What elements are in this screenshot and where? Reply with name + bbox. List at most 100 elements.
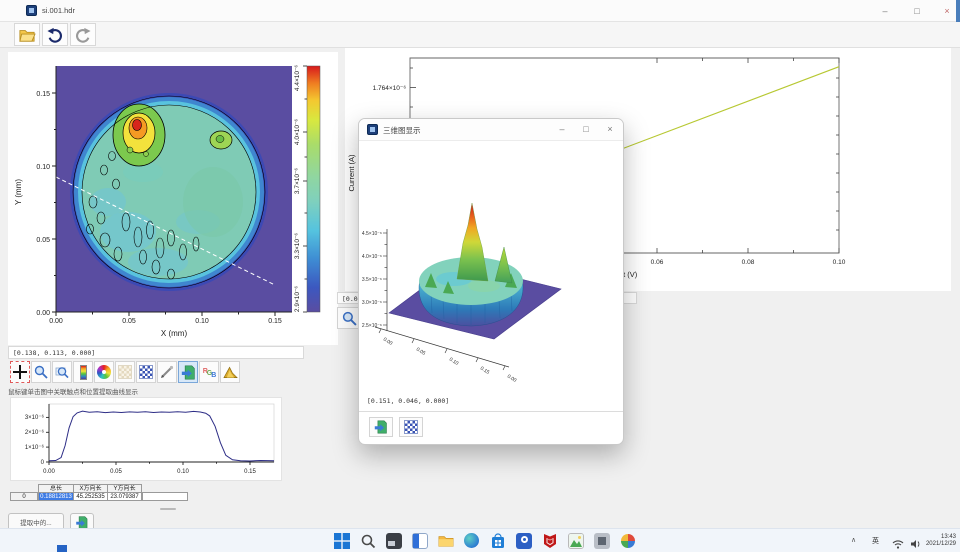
profile-plot-panel[interactable]: 0 1×10⁻⁶ 2×10⁻⁶ 3×10⁻⁶ 0.00 0.05 0.10 0.… [10,397,282,481]
maximize-button[interactable]: □ [906,3,928,19]
y-tick: 0.05 [36,237,50,244]
open-file-button[interactable] [14,23,40,46]
crosshair-tool-button[interactable] [10,361,30,383]
contour-tool-row: RGB [0,360,340,386]
colorbar-tick: 4.0×10⁻⁶ [294,119,301,145]
profile-y-tick: 0 [41,460,45,466]
iv-x-tick: 0.10 [833,259,846,266]
pen-icon [160,365,174,379]
taskbar-app-image-button[interactable] [568,533,584,549]
edge-browser-icon [464,533,479,548]
tray-wifi-button[interactable] [892,536,904,552]
contour-status-bar: [0.138, 0.113, 0.000] [8,346,304,359]
surface-z-tick: 4.0×10⁻⁶ [362,254,382,260]
app-icon [26,5,37,16]
taskbar-corner-accent [57,545,67,552]
table-cell[interactable]: 23.079387 [107,492,142,501]
taskbar-mcafee-button[interactable] [542,533,558,549]
colorbar-icon [80,365,87,380]
wafer-contour-plot[interactable]: 0.00 0.05 0.10 0.15 0.00 0.05 0.10 0.15 … [8,52,338,344]
window-title: si.001.hdr [42,6,75,15]
surface3d-tool-button[interactable] [220,361,240,383]
magnifier-region-icon [55,365,69,379]
speaker-icon [910,539,922,549]
profile-line [49,411,274,461]
y-tick: 0.10 [36,164,50,171]
x-tick: 0.10 [195,318,209,325]
rgb-tool-button[interactable]: RGB [199,361,219,383]
dialog-close-button[interactable]: × [599,121,621,137]
tray-chevron-up[interactable]: ∧ [851,536,856,544]
color-wheel-icon [97,365,111,379]
colorbar-tool-button[interactable] [73,361,93,383]
redo-icon [74,27,92,43]
x-tick: 0.05 [122,318,136,325]
taskbar-widgets-dark-button[interactable] [386,533,402,549]
iv-y-tick: 1.764×10⁻⁶ [373,85,407,92]
y-tick: 0.00 [36,310,50,317]
tray-volume-button[interactable] [910,536,922,552]
taskbar-search-button[interactable] [360,533,376,549]
iv-x-tick: 0.06 [651,259,664,266]
app-toolbar [0,22,960,48]
export-tool-button[interactable] [178,361,198,383]
redo-button[interactable] [70,23,96,46]
widgets-dark-icon [388,541,395,546]
close-button[interactable]: × [936,3,958,19]
splitter-handle[interactable] [160,508,176,510]
contour-map-panel[interactable]: 0.00 0.05 0.10 0.15 0.00 0.05 0.10 0.15 … [8,52,338,345]
surface-3d-plot[interactable]: 4.5×10⁻⁶ 4.0×10⁻⁶ 3.5×10⁻⁶ 3.0×10⁻⁶ 2.5×… [359,141,624,393]
minimize-button[interactable]: – [874,3,896,19]
dialog-matrix-button[interactable] [399,417,423,437]
pattern-tool-button[interactable] [115,361,135,383]
tray-ime-indicator[interactable]: 英 [872,536,879,546]
colorwheel-tool-button[interactable] [94,361,114,383]
tray-clock[interactable]: 13:43 2021/12/29 [922,534,956,548]
taskbar-app-gray-button[interactable] [594,533,610,549]
taskbar-app-colorful-button[interactable] [620,533,636,549]
zoom-region-tool-button[interactable] [52,361,72,383]
magnifier-icon [342,311,357,326]
table-cell-empty[interactable] [142,492,188,501]
profile-y-tick: 2×10⁻⁶ [25,429,45,436]
taskbar-edge-button[interactable] [464,533,480,549]
dialog-titlebar[interactable]: 三维图显示 – □ × [359,119,623,141]
table-row-index[interactable]: 0 [10,492,38,501]
image-export-icon [75,516,89,529]
taskbar-task-view-button[interactable] [412,533,428,549]
microsoft-store-icon [490,533,506,549]
y-axis-label: Y (mm) [14,179,23,205]
zoom-tool-button[interactable] [31,361,51,383]
pattern-faded-icon [118,365,132,379]
surface-x-tick: 0.05 [415,347,427,357]
tool-hint-text: 鼠标键单击图中关联触点和位置提取曲线显示 [8,386,138,396]
profile-x-tick: 0.15 [244,469,256,475]
matrix-pattern-icon [139,365,153,379]
taskbar-start-button[interactable] [334,533,350,549]
pen-tool-button[interactable] [157,361,177,383]
undo-button[interactable] [42,23,68,46]
dialog-export-button[interactable] [369,417,393,437]
taskbar-store-button[interactable] [490,533,506,549]
table-cell[interactable]: 45.252535 [73,492,108,501]
dialog-title: 三维图显示 [383,125,421,136]
section-profile-plot[interactable]: 0 1×10⁻⁶ 2×10⁻⁶ 3×10⁻⁶ 0.00 0.05 0.10 0.… [11,398,281,480]
dialog-icon [367,124,378,135]
surface-x-tick: 0.00 [382,337,394,347]
dialog-minimize-button[interactable]: – [551,121,573,137]
matrix-tool-button[interactable] [136,361,156,383]
colorbar-tick: 3.3×10⁻⁶ [294,233,301,259]
table-cell-selected[interactable]: 0.18812813 [38,492,74,501]
colorbar-tick: 2.9×10⁻⁶ [294,286,301,312]
taskbar-file-explorer-button[interactable] [438,533,454,549]
app-colorful-icon [620,533,636,549]
taskbar-app-blue-button[interactable] [516,533,532,549]
dialog-status-text: [0.151, 0.046, 0.000] [367,397,449,405]
measurement-table: 总长 X方向长 Y方向长 0 0.18812813 45.252535 23.0… [10,484,210,506]
dialog-maximize-button[interactable]: □ [575,121,597,137]
surface3d-dialog: 三维图显示 – □ × [358,118,624,445]
taskbar: ∧ 英 13:43 2021/12/29 [0,528,960,552]
app-blue-icon [521,536,528,543]
dialog-divider [359,411,624,412]
rgb-icon: RGB [203,369,216,375]
